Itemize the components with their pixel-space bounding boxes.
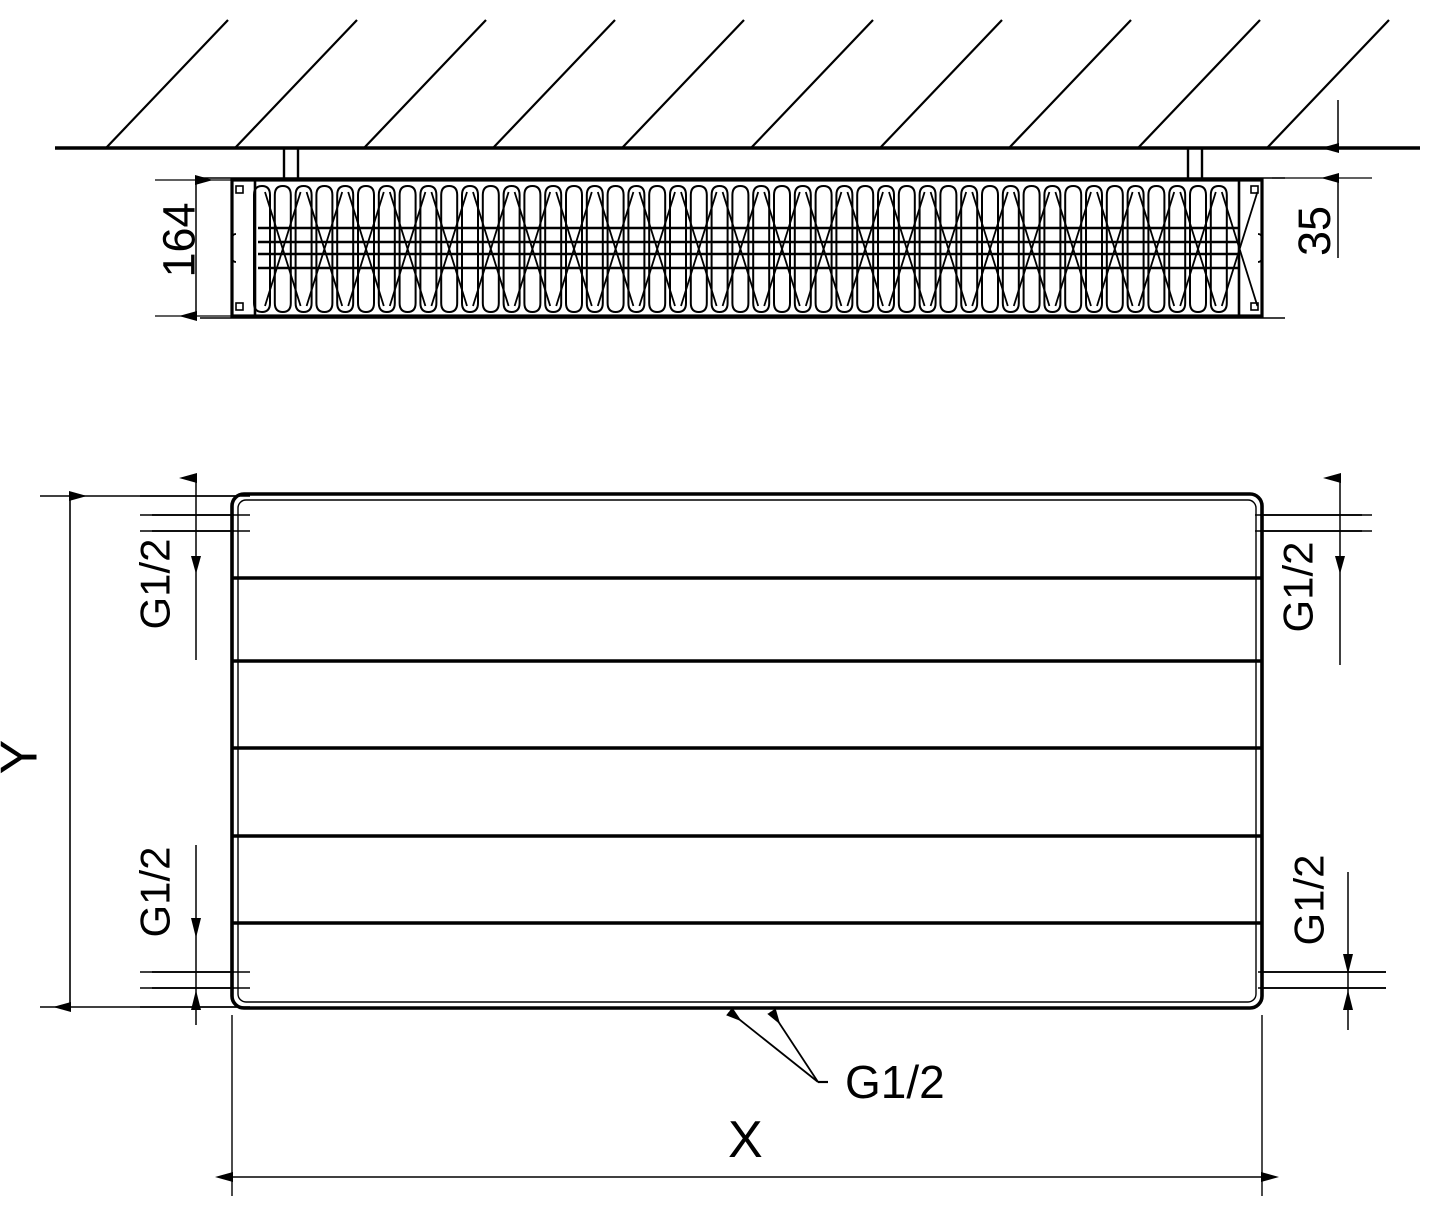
convector-fin-pack (253, 184, 1259, 314)
waterway-tubes (258, 226, 1238, 270)
pipe-stub-bottom-right (1260, 971, 1386, 989)
label-g12-bottom-right: G1/2 (1285, 854, 1333, 946)
radiator-end-cap-left (231, 180, 257, 316)
dimension-g12-bottom-right (1258, 872, 1386, 1030)
label-g12-top-left: G1/2 (131, 538, 179, 630)
label-g12-bottom-left: G1/2 (131, 846, 179, 938)
dimension-g12-top-right (1255, 473, 1372, 665)
dimension-label-35: 35 (1289, 205, 1341, 257)
front-panel-outline (230, 492, 1264, 1010)
pipe-stub-bottom-left (152, 971, 234, 989)
wall-mount-bracket-right (1186, 148, 1204, 178)
dimension-label-x: X (728, 1111, 763, 1169)
dimension-164 (155, 175, 245, 321)
dimension-35 (1272, 100, 1400, 258)
front-elevation-view (152, 492, 1386, 1010)
wall-mount-bracket-left (282, 148, 300, 178)
pipe-stub-top-left (152, 514, 234, 532)
panel-groove-lines (233, 576, 1261, 925)
pipe-stub-top-right (1260, 514, 1362, 532)
dimension-label-164: 164 (153, 202, 205, 278)
label-g12-top-right: G1/2 (1274, 541, 1322, 633)
front-panel-inner-edge (237, 499, 1257, 1003)
label-g12-callout: G1/2 (845, 1056, 945, 1108)
top-section-view (55, 19, 1420, 319)
dimension-label-y: Y (0, 740, 49, 775)
wall-hatching (105, 19, 1390, 149)
dimension-x (215, 1015, 1279, 1196)
callout-g12-leaders (726, 1007, 828, 1084)
radiator-end-cap-right (1237, 180, 1263, 316)
dimension-y (40, 491, 240, 1012)
